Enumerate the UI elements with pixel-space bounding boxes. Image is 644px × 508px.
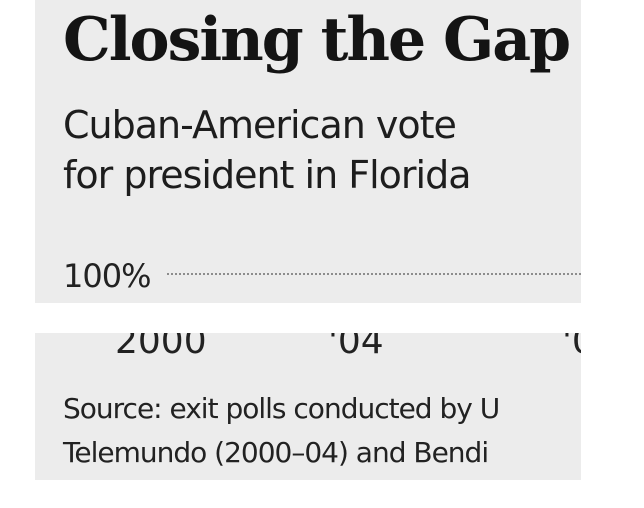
x-tick-label: '0: [562, 333, 581, 362]
chart-title: Closing the Gap: [63, 5, 571, 75]
x-tick-label: 2000: [115, 333, 207, 362]
chart-header-panel: Closing the Gap Cuban-American vote for …: [35, 0, 581, 303]
subtitle-line-2: for president in Florida: [63, 153, 472, 197]
source-line-2: Telemundo (2000–04) and Bendi: [63, 436, 489, 469]
y-tick-label: 100%: [63, 257, 151, 295]
gridline-100: [167, 273, 581, 275]
chart-subtitle: Cuban-American vote for president in Flo…: [63, 100, 472, 200]
source-line-1: Source: exit polls conducted by U: [63, 392, 500, 425]
subtitle-line-1: Cuban-American vote: [63, 103, 457, 147]
x-tick-label: '04: [328, 333, 384, 362]
source-note: Source: exit polls conducted by U Telemu…: [63, 387, 500, 475]
chart-footer-panel: 2000 '04 '0 Source: exit polls conducted…: [35, 333, 581, 480]
